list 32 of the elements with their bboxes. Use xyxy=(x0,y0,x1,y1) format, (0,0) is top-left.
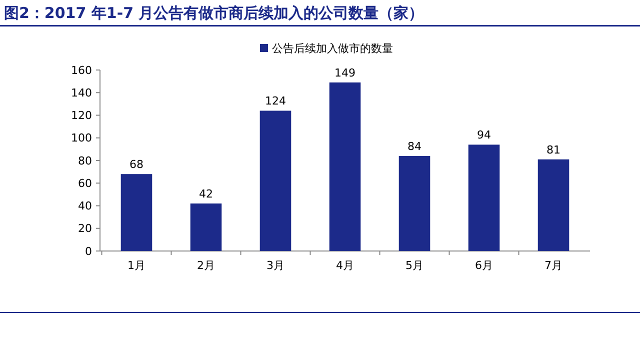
x-tick-label: 2月 xyxy=(196,259,215,272)
y-tick-label: 140 xyxy=(71,86,92,100)
bar xyxy=(468,144,500,251)
y-tick-label: 60 xyxy=(78,176,92,190)
bar xyxy=(260,110,292,251)
y-tick-label: 120 xyxy=(71,109,92,122)
bar xyxy=(398,156,430,251)
bar xyxy=(538,159,570,251)
x-tick-label: 3月 xyxy=(266,259,284,272)
data-label: 68 xyxy=(129,158,144,172)
data-label: 81 xyxy=(546,143,561,156)
x-tick-label: 5月 xyxy=(406,259,424,272)
y-tick-label: 40 xyxy=(78,200,92,213)
legend-label: 公告后续加入做市的数量 xyxy=(272,42,393,55)
data-label: 42 xyxy=(198,187,213,200)
y-tick-label: 160 xyxy=(71,64,92,77)
x-tick-label: 6月 xyxy=(475,259,494,272)
x-tick-label: 1月 xyxy=(127,259,146,272)
chart-title: 图2：2017 年1-7 月公告有做市商后续加入的公司数量（家） xyxy=(4,4,424,22)
y-tick-label: 100 xyxy=(71,132,92,145)
bar xyxy=(120,174,152,251)
x-tick-label: 4月 xyxy=(336,259,354,272)
y-tick-label: 80 xyxy=(78,154,92,168)
y-tick-label: 20 xyxy=(78,222,92,236)
data-label: 94 xyxy=(477,128,492,142)
x-tick-label: 7月 xyxy=(544,259,563,272)
data-label: 84 xyxy=(408,140,422,153)
bar xyxy=(329,82,361,251)
data-label: 124 xyxy=(264,94,286,108)
bar xyxy=(190,203,222,251)
y-tick-label: 0 xyxy=(85,244,92,258)
data-label: 149 xyxy=(334,66,356,80)
